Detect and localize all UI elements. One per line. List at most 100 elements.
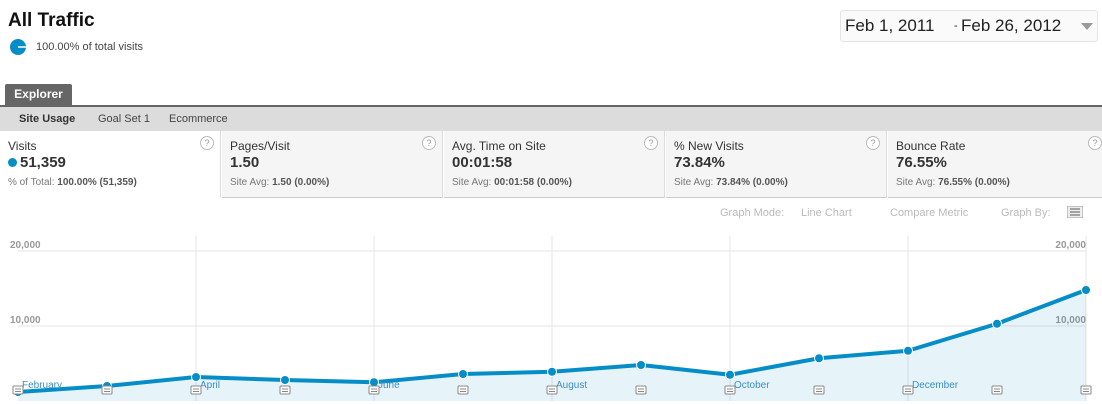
point <box>1081 285 1091 295</box>
point <box>191 372 201 382</box>
annotation-icon-body <box>813 385 825 395</box>
chart: 10,000 10,000 20,000 20,000 February April Jun… <box>10 236 1092 401</box>
y-tick-label: 10,000 <box>1055 315 1086 326</box>
annotation-icon-body <box>457 385 469 395</box>
annotation-icon-body <box>368 385 380 395</box>
annotation-icon[interactable] <box>12 385 24 395</box>
help-icon: ? <box>422 136 436 150</box>
metric-label: Bounce Rate <box>896 139 966 153</box>
graph-mode[interactable]: Line Chart <box>801 207 852 219</box>
subtab-bar: Site Usage Goal Set 1 Ecommerce <box>0 105 1102 131</box>
annotation-icon[interactable] <box>457 385 469 395</box>
metric-note: Site Avg: 1.50 (0.00%) <box>230 177 329 188</box>
help-icon: ? <box>1088 136 1102 150</box>
annotation-icon-body <box>991 385 1003 395</box>
metric-label: Pages/Visit <box>230 139 290 153</box>
annotation-icon[interactable] <box>724 385 736 395</box>
point <box>725 369 735 380</box>
help-icon: ? <box>866 136 880 150</box>
metric-label: Avg. Time on Site <box>452 139 546 153</box>
metric-value: 73.84% <box>674 154 725 171</box>
metric-note-value: 00:01:58 (0.00%) <box>494 177 572 188</box>
y-tick-label: 20,000 <box>10 240 41 251</box>
metric-note: Site Avg: 00:01:58 (0.00%) <box>452 177 572 188</box>
point <box>814 353 824 364</box>
annotation-icon-body <box>902 385 914 395</box>
metric-note-label: Site Avg: <box>452 177 492 188</box>
annotation-icon[interactable] <box>902 385 914 395</box>
series-dot <box>8 158 17 167</box>
page-title: All Traffic <box>8 10 95 31</box>
date-end: Feb 26, 2012 <box>961 16 1062 35</box>
metric-value: 1.50 <box>230 154 260 171</box>
subtab[interactable]: Goal Set 1 <box>98 113 150 125</box>
graph-by-icon[interactable] <box>1067 206 1083 218</box>
point <box>636 360 646 370</box>
graph-by-label: Graph By: <box>1001 207 1051 219</box>
annotation-icon[interactable] <box>813 385 825 395</box>
date-sep: - <box>954 20 958 32</box>
annotation-icon-body <box>101 385 113 395</box>
point <box>547 366 557 377</box>
annotation-icon[interactable] <box>546 385 558 395</box>
metric-value: 51,359 <box>20 154 66 171</box>
metric-box[interactable]: % New Visits 73.84% Site Avg: 73.84% (0.00… <box>666 131 887 198</box>
y-tick-label: 20,000 <box>1055 240 1086 251</box>
metric-note-label: % of Total: <box>8 177 55 188</box>
annotation-icon[interactable] <box>368 385 380 395</box>
annotation-icon-body <box>546 385 558 395</box>
y-tick-label: 10,000 <box>10 315 41 326</box>
point <box>280 375 290 385</box>
annotation-icon-body <box>1080 385 1092 395</box>
annotation-icon[interactable] <box>991 385 1003 395</box>
annotation-icon-body <box>190 385 202 395</box>
metric-value: 00:01:58 <box>452 154 513 171</box>
point <box>992 318 1002 329</box>
explorer-tab[interactable]: Explorer <box>5 84 72 105</box>
segment-icon <box>10 39 26 55</box>
metric-box[interactable]: Pages/Visit 1.50 Site Avg: 1.50 (0.00%)? <box>222 131 443 198</box>
metric-note-label: Site Avg: <box>230 177 270 188</box>
help-icon: ? <box>644 136 658 150</box>
metric-note-label: Site Avg: <box>674 177 714 188</box>
x-tick-label: February <box>22 380 62 391</box>
x-tick-label: June <box>378 380 400 391</box>
metric-note: Site Avg: 73.84% (0.00%) <box>674 177 788 188</box>
metric-value: 76.55% <box>896 154 947 171</box>
area <box>18 290 1086 401</box>
segment-label: 100.00% of total visits <box>36 41 144 53</box>
annotation-icon-body <box>12 385 24 395</box>
metric-box[interactable]: Avg. Time on Site 00:01:58 Site Avg: 00:01… <box>444 131 665 198</box>
metric-note-value: 100.00% (51,359) <box>57 177 137 188</box>
annotation-icon[interactable] <box>1080 385 1092 395</box>
date-start: Feb 1, 2011 <box>845 16 935 35</box>
annotation-icon-body <box>279 385 291 395</box>
dropdown-arrow <box>1081 23 1093 30</box>
annotation-icon-body <box>635 385 647 395</box>
annotation-icon-body <box>724 385 736 395</box>
subtab[interactable]: Ecommerce <box>169 113 228 125</box>
annotation-icon[interactable] <box>279 385 291 395</box>
x-tick-label: December <box>912 380 959 391</box>
metric-note-label: Site Avg: <box>896 177 936 188</box>
metric-note-value: 73.84% (0.00%) <box>716 177 788 188</box>
point <box>903 345 913 356</box>
metric-box[interactable]: Visits 51,359 % of Total: 100.00% (51,359)… <box>0 131 221 198</box>
subtab[interactable]: Site Usage <box>19 113 76 125</box>
compare-metric[interactable]: Compare Metric <box>890 207 969 219</box>
annotation-icon[interactable] <box>635 385 647 395</box>
x-tick-label: October <box>734 380 770 391</box>
metric-note-value: 76.55% (0.00%) <box>938 177 1010 188</box>
annotation-icon[interactable] <box>101 385 113 395</box>
metric-box[interactable]: Bounce Rate 76.55% Site Avg: 76.55% (0.00%… <box>888 131 1102 198</box>
x-tick-label: August <box>556 380 587 391</box>
metric-label: % New Visits <box>674 139 744 153</box>
annotation-icon[interactable] <box>190 385 202 395</box>
metric-note: Site Avg: 76.55% (0.00%) <box>896 177 1010 188</box>
date-range[interactable]: Feb 1, 2011 - Feb 26, 2012 <box>840 10 1098 42</box>
metric-note-value: 1.50 (0.00%) <box>272 177 330 188</box>
metric-note: % of Total: 100.00% (51,359) <box>8 177 137 188</box>
x-tick-label: April <box>200 380 220 391</box>
metric-label: Visits <box>8 139 37 153</box>
